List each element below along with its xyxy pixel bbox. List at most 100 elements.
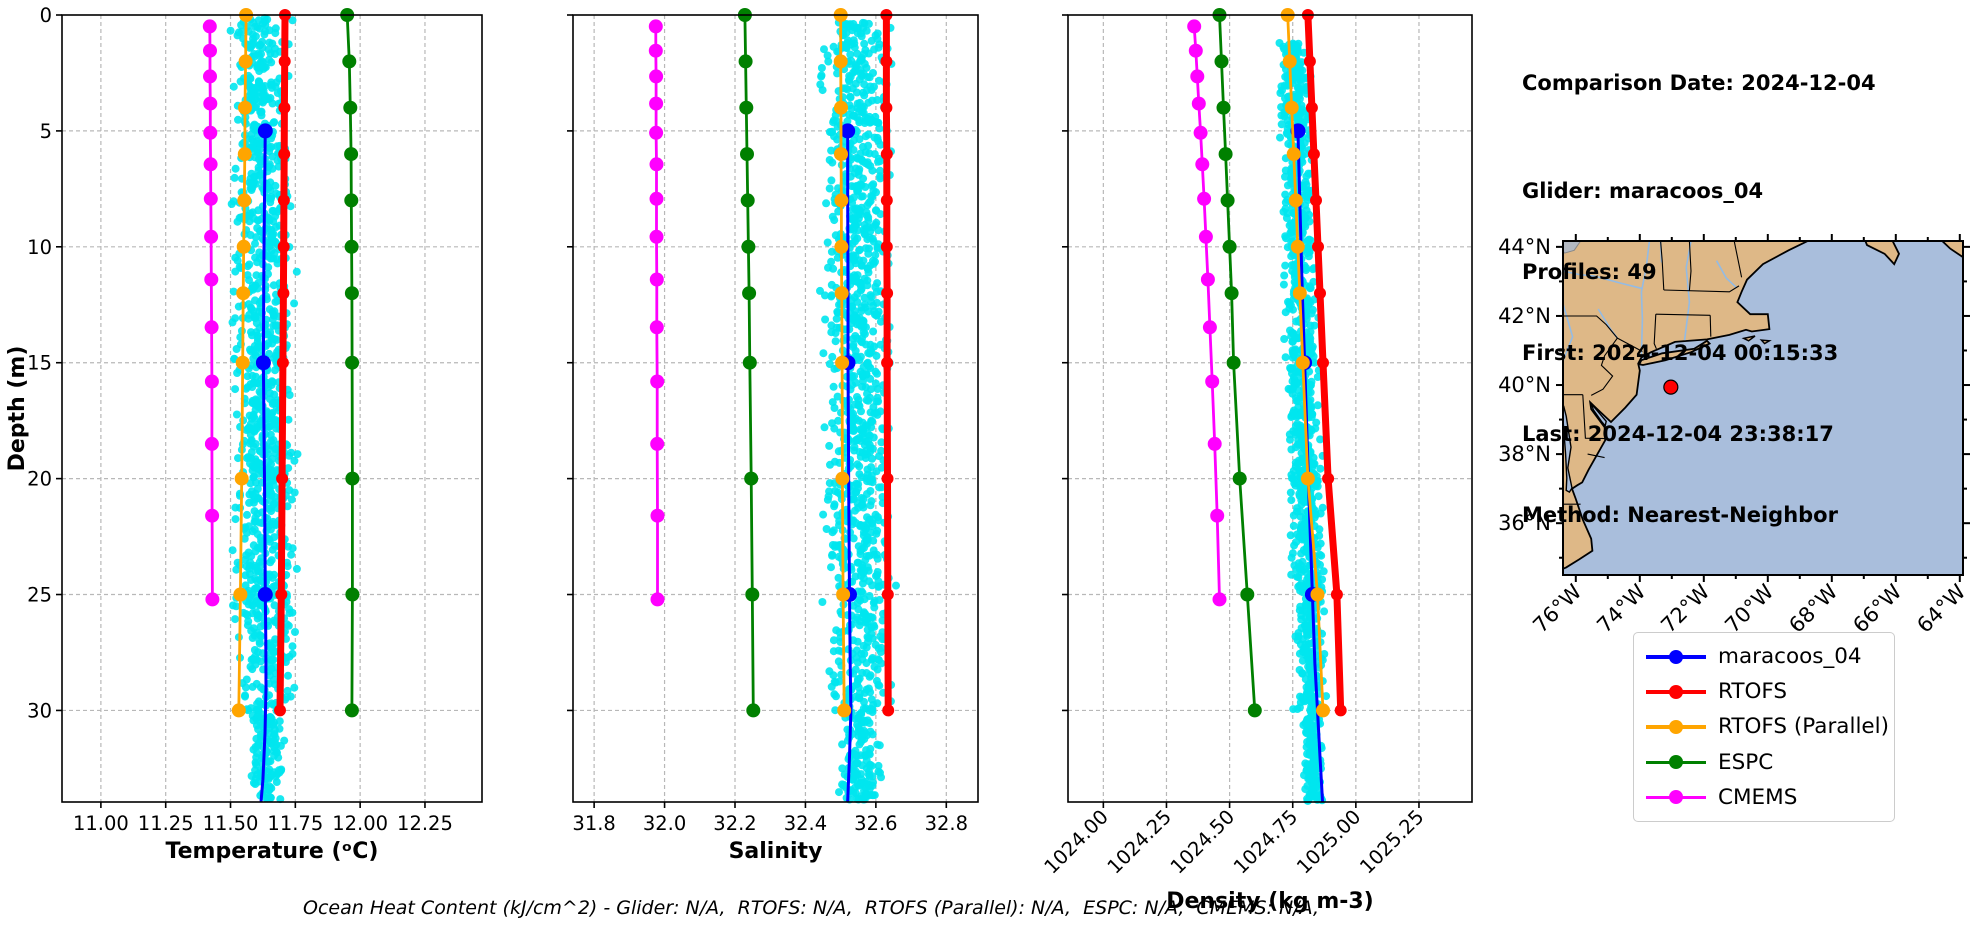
plot-temperature: 11.00 11.25 11.50 11.75 12.00 12.25 0 5 10 15 20 25… <box>5 4 483 864</box>
plot-salinity: 31.8 32.0 32.2 32.4 32.6 32.8 Salinity <box>567 8 979 864</box>
svg-text:64°W: 64°W <box>1912 579 1970 637</box>
line-marker-icon <box>1646 754 1706 770</box>
ocean-heat-content-note: Ocean Heat Content (kJ/cm^2) - Glider: N… <box>303 897 1319 919</box>
map-frame <box>1562 240 1964 576</box>
state-borders <box>1563 241 1743 505</box>
svg-text:66°W: 66°W <box>1848 579 1906 637</box>
series-espc <box>340 8 360 718</box>
y-tick-labels: 0 5 10 15 20 25 30 <box>27 4 52 722</box>
x-axis-label: Temperature (ᵒC) <box>166 839 379 864</box>
svg-text:32.0: 32.0 <box>643 812 686 835</box>
line-marker-icon <box>1646 719 1706 735</box>
x-tick-labels: 11.00 11.25 11.50 11.75 12.00 12.25 <box>73 812 453 835</box>
svg-text:11.00: 11.00 <box>73 812 129 835</box>
svg-text:11.25: 11.25 <box>138 812 194 835</box>
svg-text:40°N: 40°N <box>1498 373 1551 397</box>
land <box>1563 241 1963 570</box>
series-rtofs <box>1301 9 1347 717</box>
legend-item-rtofs-parallel: RTOFS (Parallel) <box>1634 712 1894 742</box>
svg-text:25: 25 <box>27 584 52 607</box>
svg-text:1025.25: 1025.25 <box>1355 805 1428 878</box>
svg-text:15: 15 <box>27 352 52 375</box>
svg-text:42°N: 42°N <box>1498 304 1551 328</box>
legend-label: CMEMS <box>1718 784 1798 810</box>
svg-text:68°W: 68°W <box>1784 579 1842 637</box>
svg-text:1024.25: 1024.25 <box>1103 805 1176 878</box>
axis-ticks <box>567 14 948 808</box>
svg-text:20: 20 <box>27 468 52 491</box>
lake-ontario <box>1563 241 1582 254</box>
svg-text:10: 10 <box>27 236 52 259</box>
axes-frame <box>1067 14 1473 803</box>
svg-text:31.8: 31.8 <box>572 812 615 835</box>
axis-ticks <box>56 14 426 808</box>
comparison-date: Comparison Date: 2024-12-04 <box>1522 71 1876 95</box>
series-rtofs-parallel- <box>231 8 254 718</box>
svg-text:12.25: 12.25 <box>397 812 453 835</box>
svg-text:0: 0 <box>40 4 52 27</box>
plot-density: 1024.001024.251024.501024.751025.001025.… <box>1040 8 1473 914</box>
svg-text:1024.50: 1024.50 <box>1166 805 1239 878</box>
location-map: 44°N 42°N 40°N 38°N 36°N 76°W 74°W 72°W 70°W 68°W… <box>1498 234 1970 638</box>
series-maracoos-04 <box>255 123 273 803</box>
line-marker-icon <box>1646 789 1706 805</box>
glider-raw-points <box>226 14 302 804</box>
svg-text:36°N: 36°N <box>1498 511 1551 535</box>
svg-text:32.8: 32.8 <box>925 812 968 835</box>
legend-label: RTOFS (Parallel) <box>1718 714 1890 740</box>
series-cmems <box>648 19 665 607</box>
svg-text:30: 30 <box>27 699 52 722</box>
nantucket <box>1759 339 1772 345</box>
first-profile-time: First: 2024-12-04 00:15:33 <box>1522 341 1839 365</box>
marthas-vineyard <box>1741 335 1756 342</box>
svg-text:70°W: 70°W <box>1720 579 1778 637</box>
legend-label: RTOFS <box>1718 679 1788 705</box>
series-espc <box>737 8 761 718</box>
legend-item-rtofs: RTOFS <box>1634 677 1894 707</box>
series-cmems <box>1187 19 1227 607</box>
series-cmems <box>202 19 220 607</box>
svg-text:74°W: 74°W <box>1592 579 1650 637</box>
axes-frame <box>61 14 483 803</box>
x-axis-label: Density (kg m-3) <box>1166 889 1374 914</box>
grid <box>1068 15 1472 802</box>
nova-scotia-corner <box>1940 241 1963 259</box>
svg-text:32.6: 32.6 <box>854 812 897 835</box>
series-rtofs-parallel- <box>833 8 852 718</box>
coastline-mainland <box>1563 241 1809 570</box>
series-rtofs-parallel- <box>1280 8 1330 718</box>
axes-frame <box>572 14 979 803</box>
svg-text:11.75: 11.75 <box>267 812 323 835</box>
y-axis-label: Depth (m) <box>5 346 30 472</box>
legend-item-maracoos-04: maracoos_04 <box>1634 642 1894 672</box>
svg-text:1024.00: 1024.00 <box>1040 805 1113 878</box>
svg-text:72°W: 72°W <box>1656 579 1714 637</box>
svg-text:1025.00: 1025.00 <box>1292 805 1365 878</box>
line-marker-icon <box>1646 649 1706 665</box>
line-marker-icon <box>1646 684 1706 700</box>
x-tick-labels: 1024.001024.251024.501024.751025.001025.… <box>1040 805 1429 878</box>
svg-text:11.50: 11.50 <box>203 812 259 835</box>
svg-text:32.2: 32.2 <box>713 812 756 835</box>
last-profile-time: Last: 2024-12-04 23:38:17 <box>1522 422 1834 446</box>
glider-location-marker <box>1663 379 1679 395</box>
profiles-count: Profiles: 49 <box>1522 260 1657 284</box>
svg-text:38°N: 38°N <box>1498 442 1551 466</box>
legend: maracoos_04 RTOFS RTOFS (Parallel) ESPC … <box>1633 632 1895 822</box>
svg-text:5: 5 <box>40 120 52 143</box>
svg-text:12.00: 12.00 <box>332 812 388 835</box>
svg-text:32.4: 32.4 <box>784 812 827 835</box>
metadata-panel: Comparison Date: 2024-12-04 Glider: mara… <box>1522 16 1876 583</box>
long-island <box>1637 339 1712 366</box>
series-rtofs <box>880 9 895 717</box>
series-rtofs <box>274 9 291 717</box>
legend-item-cmems: CMEMS <box>1634 782 1894 812</box>
rivers <box>1563 241 1737 362</box>
glider-name: Glider: maracoos_04 <box>1522 179 1764 203</box>
svg-text:76°W: 76°W <box>1528 579 1586 637</box>
legend-item-espc: ESPC <box>1634 747 1894 777</box>
legend-label: ESPC <box>1718 749 1774 775</box>
svg-text:1024.75: 1024.75 <box>1229 805 1302 878</box>
